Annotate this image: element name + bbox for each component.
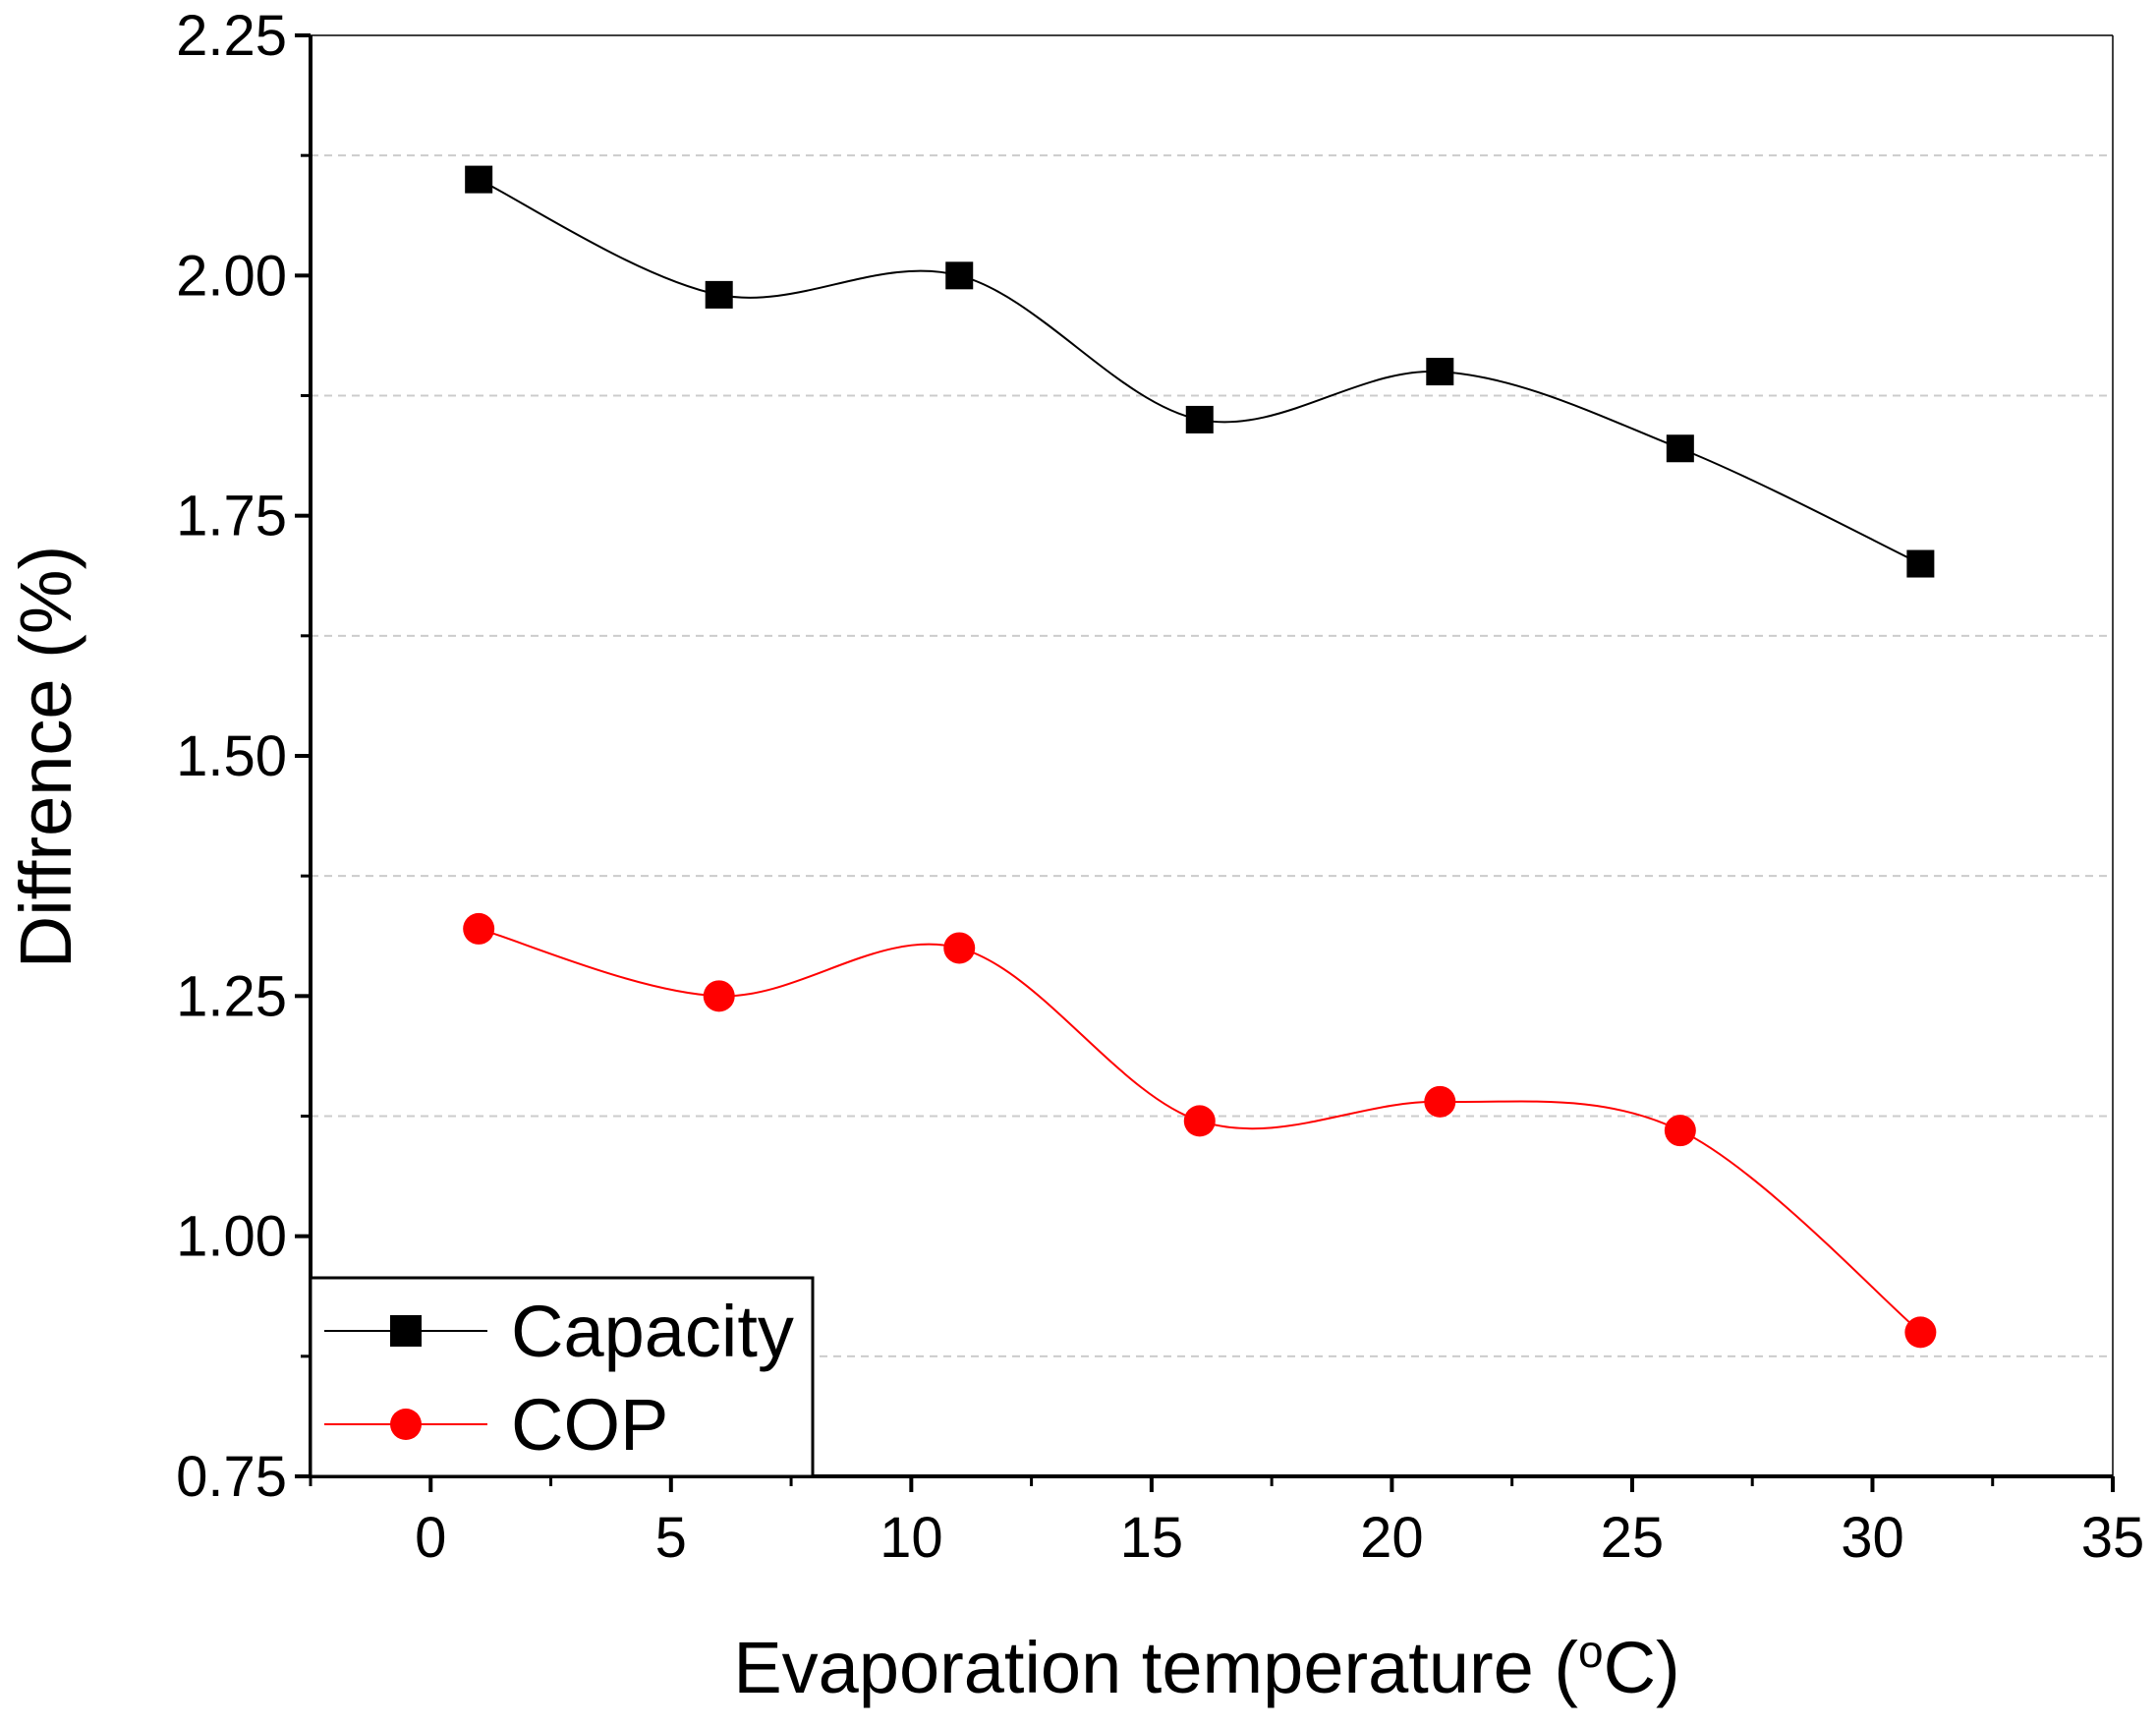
- point-cop-1: [703, 980, 735, 1012]
- legend: Capacity COP: [309, 1276, 815, 1478]
- y-tick-label-0: 0.75: [176, 1445, 287, 1509]
- legend-capacity-marker: [390, 1315, 422, 1347]
- point-cop-2: [943, 932, 976, 964]
- point-cop-4: [1424, 1085, 1456, 1118]
- x-tick-label-6: 30: [1841, 1506, 1904, 1570]
- point-capacity-3: [1185, 405, 1214, 433]
- x-tick-label-7: 35: [2081, 1506, 2145, 1570]
- x-axis-title-superscript: o: [1578, 1626, 1604, 1677]
- ticks: 0.75 1.00 1.25 1.50 1.75 2.00 2.25 0 5 10 15 20 25 30…: [176, 4, 2144, 1570]
- y-tick-label-4: 1.75: [176, 485, 287, 548]
- x-tick-label-2: 10: [879, 1506, 943, 1570]
- point-cop-6: [1904, 1316, 1937, 1349]
- point-capacity-0: [465, 165, 493, 194]
- point-capacity-1: [705, 280, 733, 309]
- y-tick-label-6: 2.25: [176, 4, 287, 68]
- legend-cop-marker: [390, 1409, 422, 1440]
- legend-box: [309, 1276, 815, 1478]
- x-tick-label-1: 5: [655, 1506, 687, 1570]
- y-tick-label-3: 1.50: [176, 724, 287, 788]
- x-axis-title-suffix: C): [1604, 1627, 1680, 1708]
- point-cop-0: [463, 912, 495, 945]
- x-tick-label-0: 0: [415, 1506, 446, 1570]
- x-tick-label-3: 15: [1120, 1506, 1184, 1570]
- point-capacity-5: [1666, 434, 1694, 463]
- x-axis-title: Evaporation temperature (oC): [733, 1626, 1679, 1708]
- series-layer: [463, 165, 1937, 1349]
- legend-label-cop: COP: [511, 1384, 668, 1466]
- point-cop-5: [1664, 1115, 1696, 1147]
- legend-label-capacity: Capacity: [511, 1291, 794, 1372]
- x-tick-label-4: 20: [1360, 1506, 1424, 1570]
- point-capacity-4: [1426, 358, 1454, 386]
- y-axis-title: Diffrence (%): [5, 546, 86, 968]
- y-tick-label-2: 1.25: [176, 964, 287, 1028]
- x-axis-title-prefix: Evaporation temperature (: [733, 1627, 1578, 1708]
- y-tick-label-1: 1.00: [176, 1205, 287, 1269]
- y-tick-label-5: 2.00: [176, 244, 287, 308]
- point-capacity-6: [1906, 549, 1935, 578]
- x-tick-label-5: 25: [1601, 1506, 1665, 1570]
- point-cop-3: [1183, 1105, 1216, 1137]
- point-capacity-2: [945, 261, 974, 290]
